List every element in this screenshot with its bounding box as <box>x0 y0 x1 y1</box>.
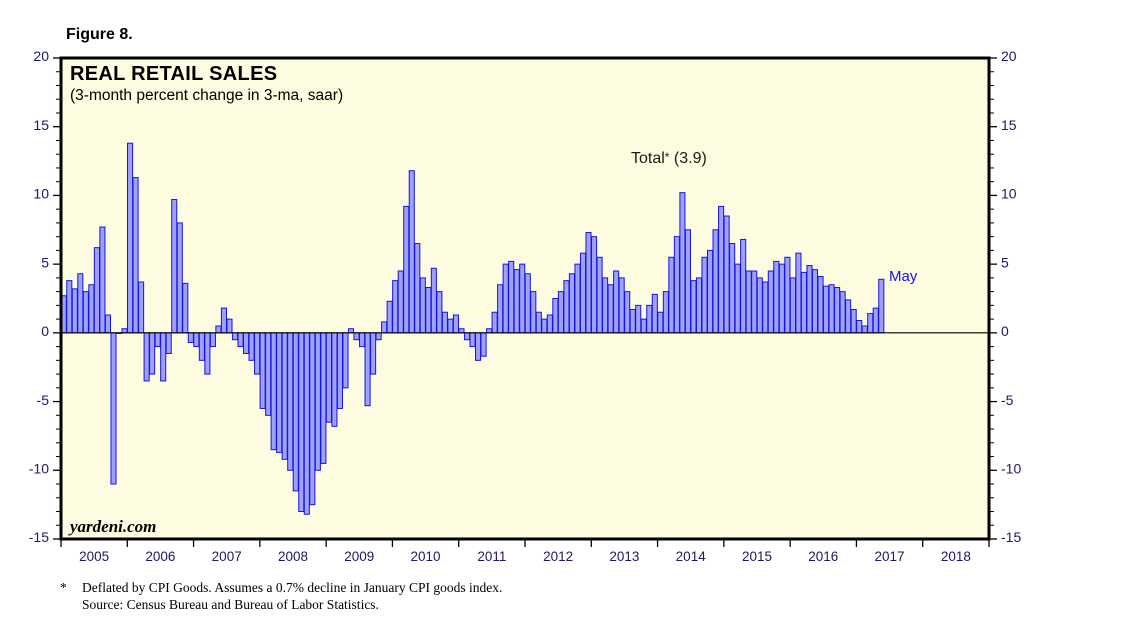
svg-text:20: 20 <box>1001 48 1017 64</box>
svg-text:2010: 2010 <box>411 549 441 564</box>
svg-text:10: 10 <box>1001 186 1017 202</box>
svg-text:2014: 2014 <box>676 549 707 564</box>
svg-text:15: 15 <box>1001 117 1017 133</box>
svg-text:5: 5 <box>41 254 49 270</box>
svg-text:2013: 2013 <box>609 549 639 564</box>
svg-text:2017: 2017 <box>875 549 905 564</box>
svg-text:-5: -5 <box>1001 392 1014 408</box>
svg-text:15: 15 <box>33 117 49 133</box>
svg-text:-10: -10 <box>29 460 49 476</box>
svg-text:10: 10 <box>33 186 49 202</box>
svg-text:20: 20 <box>33 48 49 64</box>
svg-text:2015: 2015 <box>742 549 772 564</box>
svg-text:0: 0 <box>1001 323 1009 339</box>
svg-text:-5: -5 <box>37 392 50 408</box>
svg-text:2018: 2018 <box>941 549 971 564</box>
svg-text:2006: 2006 <box>145 549 175 564</box>
svg-text:-15: -15 <box>29 529 49 545</box>
svg-text:5: 5 <box>1001 254 1009 270</box>
svg-text:-15: -15 <box>1001 529 1021 545</box>
svg-text:2007: 2007 <box>212 549 242 564</box>
svg-text:2009: 2009 <box>344 549 374 564</box>
svg-text:2005: 2005 <box>79 549 109 564</box>
svg-text:2011: 2011 <box>477 549 506 564</box>
svg-text:0: 0 <box>41 323 49 339</box>
svg-text:2012: 2012 <box>543 549 573 564</box>
svg-text:-10: -10 <box>1001 460 1021 476</box>
svg-text:2008: 2008 <box>278 549 308 564</box>
svg-text:2016: 2016 <box>808 549 838 564</box>
